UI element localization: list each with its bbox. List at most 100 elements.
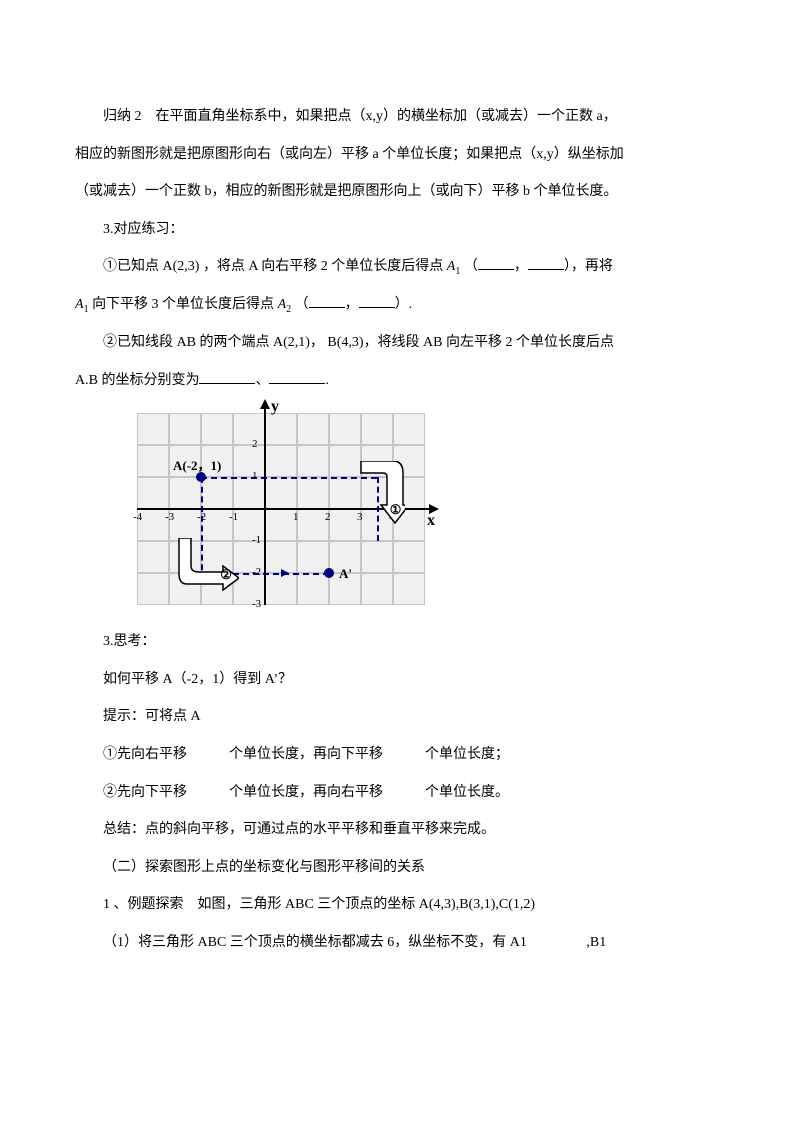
grid-cell (233, 477, 265, 509)
q2-sep: ， (310, 335, 324, 350)
q1-mid1: ，将点 A 向右平移 2 个单位长度后得点 (203, 259, 443, 274)
grid-cell (169, 413, 201, 445)
q2-mid: ，将线段 AB 向左平移 2 个单位长度后点 (364, 335, 614, 350)
path2-arrowhead (281, 569, 289, 577)
q1-l2close: ）. (395, 297, 413, 312)
y-axis-label: y (271, 399, 279, 415)
practice-q2-line1: ②已知线段 AB 的两个端点 A(2,1)， B(4,3)，将线段 AB 向左平… (75, 326, 725, 360)
arrow-outline-1 (355, 461, 405, 527)
grid-cell (297, 573, 329, 605)
grid-cell (361, 573, 393, 605)
arrow-outline-2 (169, 538, 239, 592)
grid-cell (297, 541, 329, 573)
t-l1c: 个单位长度； (425, 747, 509, 762)
blank (478, 255, 514, 270)
document-page: 归纳 2 在平面直角坐标系中，如果把点（x,y）的横坐标加（或减去）一个正数 a… (0, 0, 800, 1024)
grid-cell (265, 477, 297, 509)
summary-2: 归纳 2 在平面直角坐标系中，如果把点（x,y）的横坐标加（或减去）一个正数 a… (75, 100, 725, 134)
example-intro: 1 、例题探索 如图，三角形 ABC 三个顶点的坐标 A(4,3),B(3,1)… (75, 888, 725, 922)
blank (269, 369, 325, 384)
grid-cell (361, 413, 393, 445)
grid-cell (265, 573, 297, 605)
ex-label: 1 、例题探索 (103, 897, 184, 912)
ex-p1b: ,B1 (586, 935, 606, 950)
section-2-heading: （二）探索图形上点的坐标变化与图形平移间的关系 (75, 851, 725, 885)
blank (359, 293, 395, 308)
grid-cell (393, 573, 425, 605)
ex-p1a: （1）将三角形 ABC 三个顶点的横坐标都减去 6，纵坐标不变，有 A1 (103, 935, 527, 950)
point-a-prime (324, 568, 334, 578)
arrow-2-label: ② (220, 568, 232, 581)
think-summary: 总结：点的斜向平移，可通过点的水平平移和垂直平移来完成。 (75, 813, 725, 847)
grid-cell (137, 541, 169, 573)
point-a-prime-label: A' (339, 567, 352, 580)
path1-horizontal (201, 477, 377, 479)
point-a (196, 472, 206, 482)
point-a-label: A(-2，1) (173, 459, 221, 472)
grid-cell (297, 445, 329, 477)
q1-paren: （ (464, 259, 478, 274)
q2-l2: A.B 的坐标分别变为 (75, 373, 199, 388)
grid-cell (137, 445, 169, 477)
q1-comma: ， (514, 259, 528, 274)
blank (528, 255, 564, 270)
grid-cell (297, 477, 329, 509)
practice-q1-line2: A1 向下平移 3 个单位长度后得点 A2 （，）. (75, 288, 725, 322)
x-tick-label: -4 (133, 512, 142, 523)
grid-cell (233, 413, 265, 445)
arrow-1-label: ① (390, 503, 402, 516)
q2-exprA: A(2,1) (273, 335, 310, 350)
grid-cell (393, 541, 425, 573)
think-heading: 3.思考： (75, 625, 725, 659)
grid-cell (137, 413, 169, 445)
grid-cell (329, 413, 361, 445)
q1-a1b: A1 (75, 297, 89, 312)
q2-and: 、 (255, 373, 269, 388)
x-tick-label: 1 (293, 512, 299, 523)
t-l1a: ①先向右平移 (103, 747, 187, 762)
blank (309, 293, 345, 308)
y-tick-label: -3 (252, 599, 261, 610)
grid-cell (201, 477, 233, 509)
coordinate-graph: xy-4-3-2-11234-3-2-112①②A(-2，1)A' (135, 405, 427, 617)
grid-cell (169, 477, 201, 509)
example-p1: （1）将三角形 ABC 三个顶点的横坐标都减去 6，纵坐标不变，有 A1 ,B1 (75, 926, 725, 960)
practice-q1-line1: ①已知点 A(2,3) ，将点 A 向右平移 2 个单位长度后得点 A1 （ ， ）… (75, 250, 725, 284)
t-l2b: 个单位长度，再向右平移 (229, 785, 383, 800)
grid-cell (393, 413, 425, 445)
q1-l2paren: （ (295, 297, 309, 312)
q1-a1: A1 (447, 259, 461, 274)
think-line2: ②先向下平移 个单位长度，再向右平移 个单位长度。 (75, 776, 725, 810)
think-line1: ①先向右平移 个单位长度，再向下平移 个单位长度； (75, 738, 725, 772)
grid-cell (265, 445, 297, 477)
q1-l2comma: ， (345, 297, 359, 312)
ex-text: 如图，三角形 ABC 三个顶点的坐标 A(4,3),B(3,1),C(1,2) (198, 897, 536, 912)
q1-expr: A(2,3) (163, 259, 200, 274)
practice-q2-line2: A.B 的坐标分别变为、. (75, 364, 725, 398)
grid-cell (137, 573, 169, 605)
grid-cell (201, 413, 233, 445)
q1-line2mid: 向下平移 3 个单位长度后得点 (92, 297, 274, 312)
t-l2c: 个单位长度。 (425, 785, 509, 800)
summary-text-3: （或减去）一个正数 b，相应的新图形就是把原图形向上（或向下）平移 b 个单位长… (75, 175, 725, 209)
think-q: 如何平移 A（-2，1）得到 A’？ (75, 663, 725, 697)
think-hint: 提示：可将点 A (75, 700, 725, 734)
y-axis (264, 407, 266, 605)
y-axis-arrow (260, 399, 270, 409)
x-tick-label: -3 (165, 512, 174, 523)
q1-pre: ①已知点 (103, 259, 159, 274)
x-tick-label: 2 (325, 512, 331, 523)
summary-text-2: 相应的新图形就是把原图形向右（或向左）平移 a 个单位长度；如果把点（x,y）纵… (75, 138, 725, 172)
y-tick-label: 2 (252, 439, 258, 450)
t-l1b: 个单位长度，再向下平移 (229, 747, 383, 762)
summary-label: 归纳 2 (103, 109, 142, 124)
blank (199, 369, 255, 384)
q2-pre: ②已知线段 AB 的两个端点 (103, 335, 269, 350)
grid-cell (361, 541, 393, 573)
x-tick-label: -1 (229, 512, 238, 523)
grid-cell (297, 413, 329, 445)
q1-close: ），再将 (564, 259, 613, 274)
t-l2a: ②先向下平移 (103, 785, 187, 800)
grid-cell (137, 477, 169, 509)
grid-cell (233, 445, 265, 477)
